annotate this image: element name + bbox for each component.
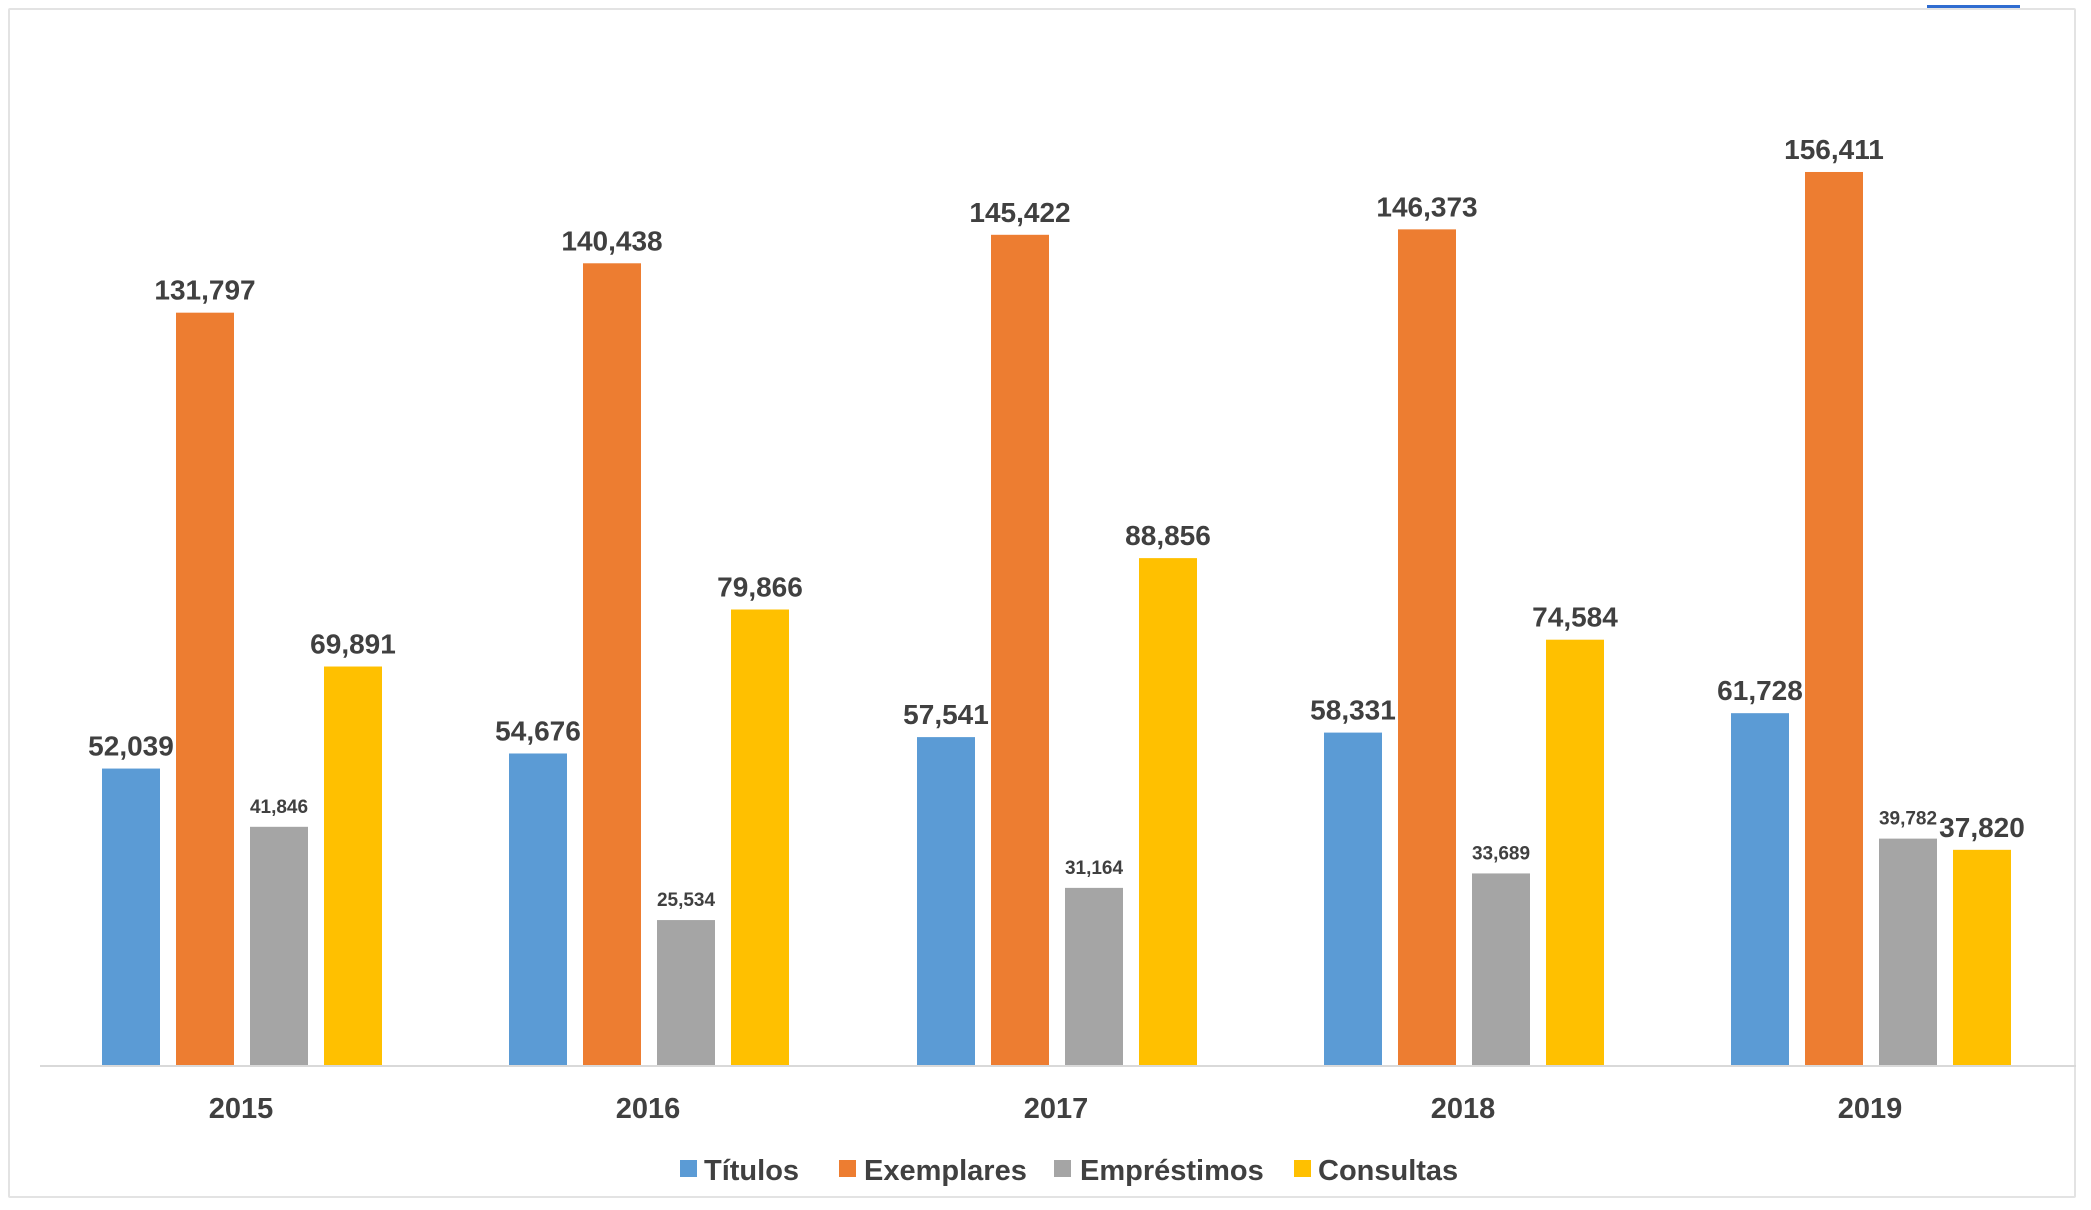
bar-consultas-2018 [1546, 639, 1604, 1066]
data-label-empréstimos-2018: 33,689 [1472, 843, 1530, 864]
data-label-consultas-2016: 79,866 [717, 572, 803, 603]
bar-exemplares-2015 [176, 312, 234, 1067]
legend-swatch-consultas [1294, 1160, 1311, 1177]
top-strip [0, 0, 2091, 8]
data-label-empréstimos-2017: 31,164 [1065, 858, 1124, 879]
chart-frame [8, 8, 2076, 1198]
bar-consultas-2019 [1953, 849, 2011, 1066]
data-label-exemplares-2016: 140,438 [561, 225, 662, 256]
bar-títulos-2017 [917, 737, 975, 1066]
data-label-empréstimos-2015: 41,846 [250, 797, 308, 818]
x-tick-2019: 2019 [1838, 1093, 1903, 1125]
data-label-exemplares-2015: 131,797 [154, 275, 255, 306]
bar-títulos-2016 [509, 753, 567, 1066]
legend[interactable]: Títulos Exemplares Empréstimos Consultas [680, 1155, 1458, 1187]
bar-consultas-2016 [731, 609, 789, 1066]
legend-swatch-títulos [680, 1160, 697, 1177]
bar-exemplares-2016 [583, 263, 641, 1066]
data-label-consultas-2018: 74,584 [1532, 602, 1618, 633]
bar-empréstimos-2019 [1879, 838, 1937, 1066]
bar-consultas-2015 [324, 666, 382, 1066]
x-tick-2015: 2015 [209, 1093, 274, 1125]
bar-empréstimos-2017 [1065, 887, 1123, 1066]
data-label-empréstimos-2019: 39,782 [1879, 809, 1937, 830]
legend-swatch-exemplares [839, 1160, 856, 1177]
bar-empréstimos-2015 [250, 826, 308, 1066]
data-label-exemplares-2019: 156,411 [1784, 134, 1884, 165]
data-label-consultas-2019: 37,820 [1939, 812, 2025, 843]
data-label-consultas-2015: 69,891 [310, 629, 396, 660]
top-right-accent [1927, 0, 2020, 8]
data-label-títulos-2017: 57,541 [903, 699, 989, 730]
x-tick-2017: 2017 [1024, 1093, 1089, 1125]
bars-layer [102, 171, 2011, 1067]
x-tick-2016: 2016 [616, 1093, 681, 1125]
x-tick-labels: 2015 2016 2017 2018 2019 [209, 1093, 1903, 1125]
bar-empréstimos-2018 [1472, 873, 1530, 1066]
bar-empréstimos-2016 [657, 920, 715, 1066]
bar-consultas-2017 [1139, 558, 1197, 1066]
legend-label-exemplares[interactable]: Exemplares [864, 1155, 1027, 1187]
data-label-títulos-2019: 61,728 [1717, 675, 1803, 706]
data-label-consultas-2017: 88,856 [1125, 520, 1211, 551]
data-label-exemplares-2018: 146,373 [1376, 191, 1477, 222]
legend-label-empréstimos[interactable]: Empréstimos [1080, 1155, 1264, 1187]
data-label-títulos-2015: 52,039 [88, 731, 174, 762]
bar-títulos-2015 [102, 768, 160, 1066]
legend-label-consultas[interactable]: Consultas [1318, 1155, 1458, 1187]
legend-label-títulos[interactable]: Títulos [704, 1155, 799, 1187]
data-label-empréstimos-2016: 25,534 [657, 890, 716, 911]
bar-exemplares-2017 [991, 234, 1049, 1066]
data-labels-layer: 52,039 131,797 41,846 69,891 54,676 140,438 25… [88, 134, 2025, 911]
bar-títulos-2019 [1731, 713, 1789, 1066]
bar-exemplares-2019 [1805, 171, 1863, 1066]
data-label-títulos-2018: 58,331 [1310, 695, 1396, 726]
data-label-exemplares-2017: 145,422 [969, 197, 1070, 228]
bar-exemplares-2018 [1398, 229, 1456, 1066]
x-tick-2018: 2018 [1431, 1093, 1496, 1125]
bar-títulos-2018 [1324, 732, 1382, 1066]
legend-swatch-empréstimos [1054, 1160, 1071, 1177]
data-label-títulos-2016: 54,676 [495, 715, 581, 746]
